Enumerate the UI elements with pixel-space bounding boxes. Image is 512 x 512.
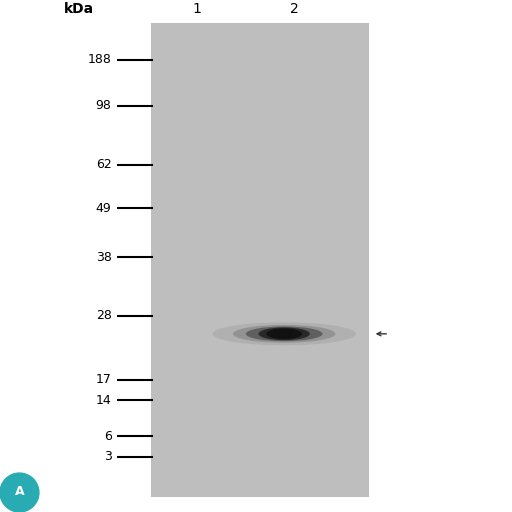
Ellipse shape bbox=[259, 328, 310, 340]
Text: 6: 6 bbox=[104, 430, 112, 443]
Text: 3: 3 bbox=[104, 450, 112, 463]
Ellipse shape bbox=[271, 329, 297, 338]
Circle shape bbox=[0, 473, 39, 512]
Text: 188: 188 bbox=[88, 53, 112, 67]
Text: 14: 14 bbox=[96, 394, 112, 407]
Text: kDa: kDa bbox=[65, 3, 94, 16]
Ellipse shape bbox=[266, 328, 302, 339]
Bar bbox=[151, 23, 369, 497]
Text: 49: 49 bbox=[96, 202, 112, 215]
Text: 98: 98 bbox=[96, 99, 112, 113]
Text: 28: 28 bbox=[96, 309, 112, 323]
Ellipse shape bbox=[233, 325, 335, 343]
Text: 17: 17 bbox=[96, 373, 112, 387]
Text: 2: 2 bbox=[290, 3, 299, 16]
Ellipse shape bbox=[212, 323, 356, 346]
Text: 38: 38 bbox=[96, 250, 112, 264]
Text: A: A bbox=[15, 485, 24, 498]
Text: 62: 62 bbox=[96, 158, 112, 172]
Text: 1: 1 bbox=[193, 3, 202, 16]
Ellipse shape bbox=[246, 327, 323, 341]
